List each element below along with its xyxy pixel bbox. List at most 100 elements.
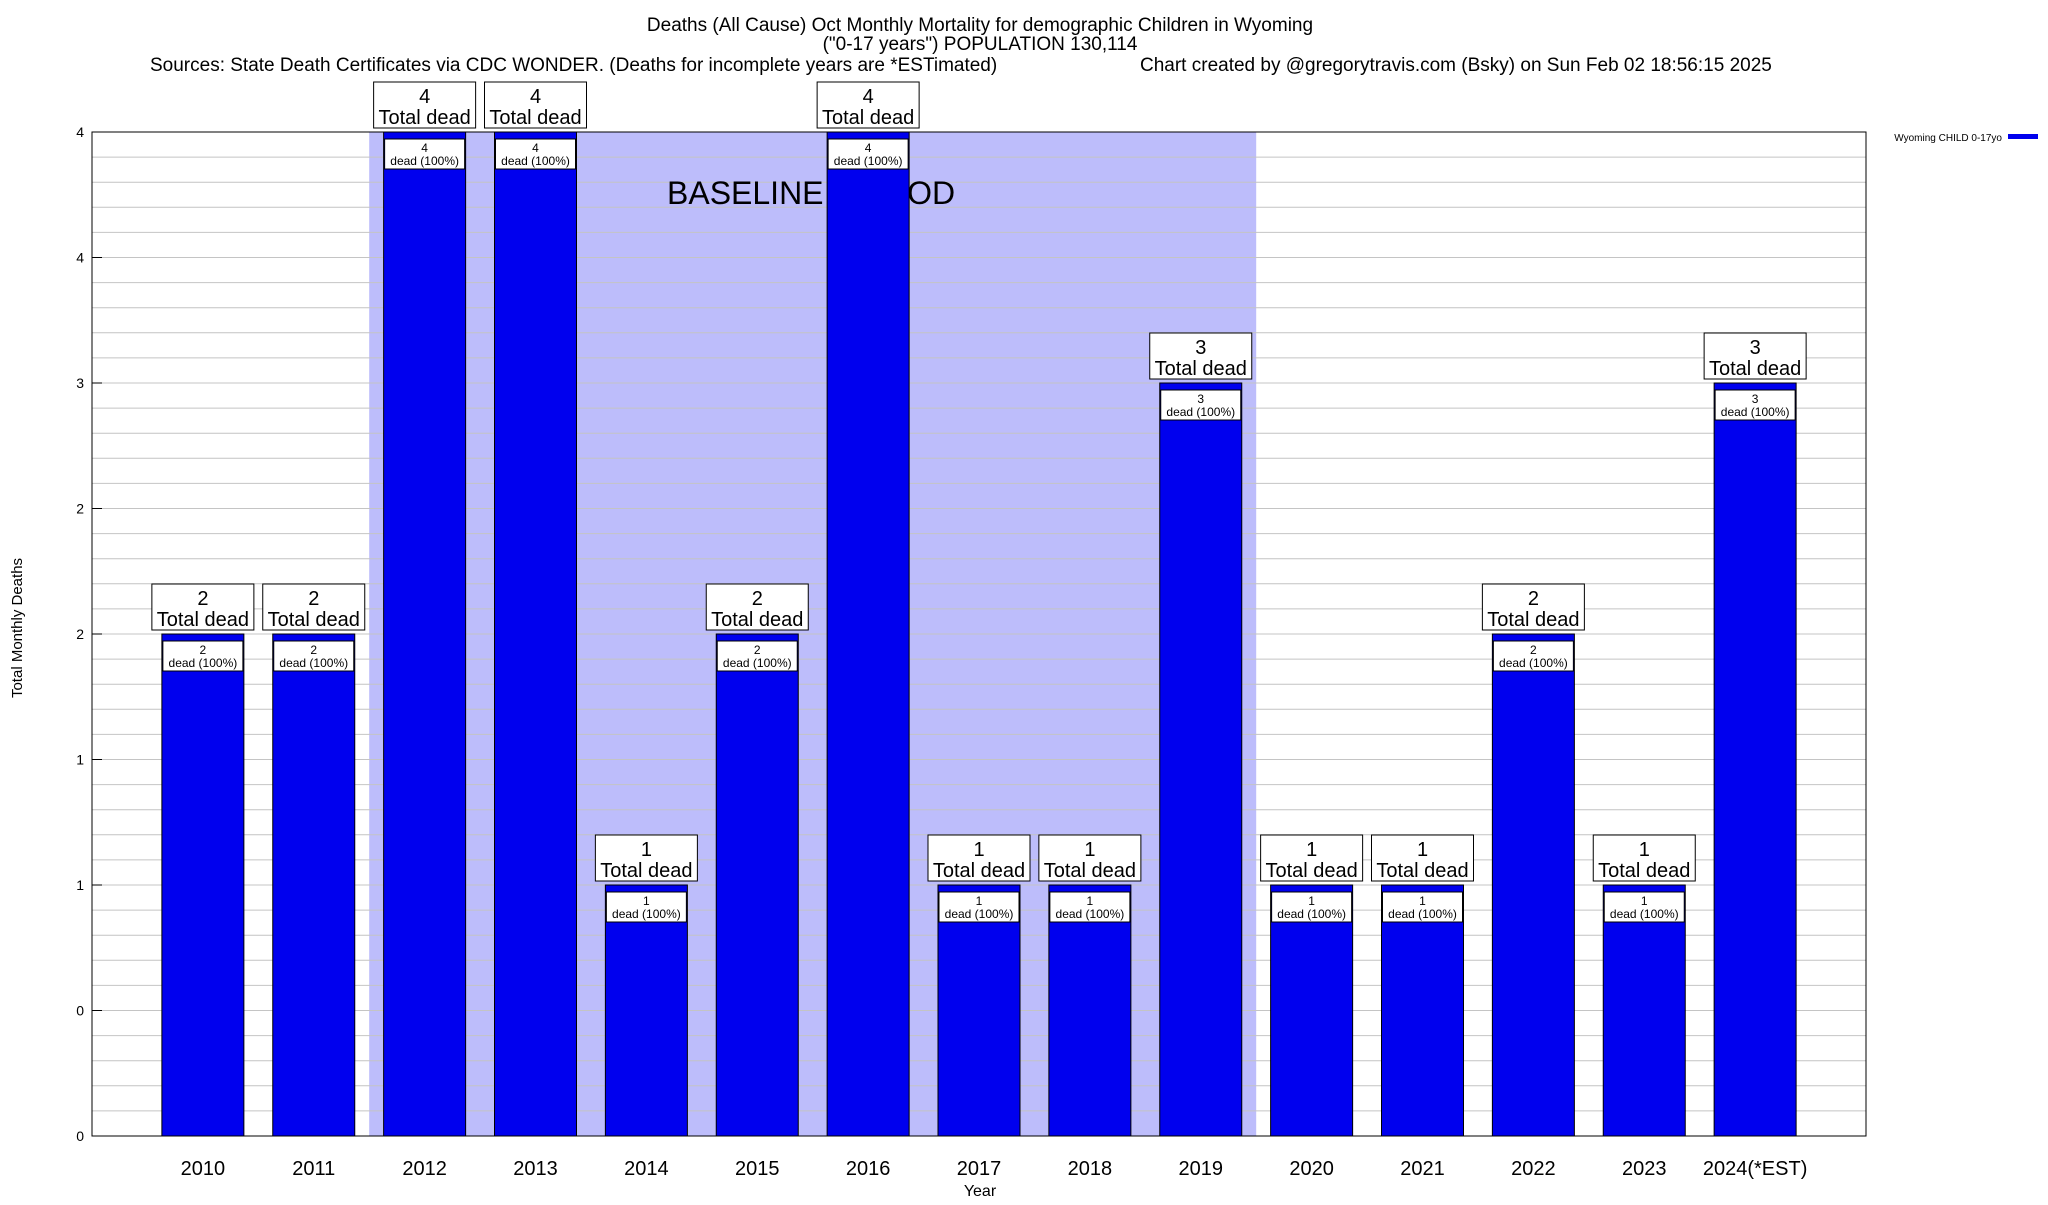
- bar-top-value: 2: [752, 588, 763, 610]
- bar: [1603, 885, 1685, 1136]
- bar: [605, 885, 687, 1136]
- bar-inner-percent: dead (100%): [1721, 405, 1790, 419]
- x-tick-label: 2014: [624, 1158, 669, 1180]
- bar-inner-value: 3: [1752, 392, 1759, 406]
- x-tick-label: 2019: [1179, 1158, 1224, 1180]
- mortality-chart: Deaths (All Cause) Oct Monthly Mortality…: [0, 0, 2048, 1200]
- bar-top-total-label: Total dead: [711, 609, 803, 631]
- bar-inner-value: 2: [310, 643, 317, 657]
- bar: [938, 885, 1020, 1136]
- bar-top-value: 4: [419, 86, 430, 108]
- x-tick-label: 2015: [735, 1158, 780, 1180]
- y-tick-label: 4: [76, 250, 84, 266]
- bar-inner-value: 2: [200, 643, 207, 657]
- bar-inner-percent: dead (100%): [1610, 907, 1679, 921]
- bar-inner-value: 4: [421, 141, 428, 155]
- bar-inner-value: 1: [1641, 894, 1648, 908]
- chart-subtitle: ("0-17 years") POPULATION 130,114: [823, 34, 1138, 55]
- bar-inner-percent: dead (100%): [279, 656, 348, 670]
- bar-top-total-label: Total dead: [1709, 358, 1801, 380]
- y-tick-label: 2: [76, 501, 84, 517]
- y-tick-label: 0: [76, 1003, 84, 1019]
- x-tick-label: 2023: [1622, 1158, 1667, 1180]
- bar-inner-percent: dead (100%): [1277, 907, 1346, 921]
- y-tick-label: 2: [76, 626, 84, 642]
- bar: [273, 634, 355, 1136]
- bar-top-value: 3: [1195, 337, 1206, 359]
- bar-top-total-label: Total dead: [1598, 860, 1690, 882]
- bar: [827, 132, 909, 1136]
- bar-inner-percent: dead (100%): [945, 907, 1014, 921]
- bar-top-total-label: Total dead: [157, 609, 249, 631]
- x-tick-label: 2017: [957, 1158, 1002, 1180]
- bar-inner-value: 1: [643, 894, 650, 908]
- bar-inner-value: 3: [1197, 392, 1204, 406]
- bar: [495, 132, 577, 1136]
- x-axis-label: Year: [964, 1183, 997, 1200]
- bar: [1049, 885, 1131, 1136]
- legend-swatch: [2008, 134, 2038, 139]
- bar-inner-percent: dead (100%): [723, 656, 792, 670]
- y-tick-label: 3: [76, 375, 84, 391]
- bar-inner-percent: dead (100%): [1056, 907, 1125, 921]
- x-tick-label: 2016: [846, 1158, 891, 1180]
- bar: [162, 634, 244, 1136]
- bar-top-total-label: Total dead: [489, 107, 581, 129]
- y-tick-label: 0: [76, 1128, 84, 1144]
- bar-inner-percent: dead (100%): [501, 154, 570, 168]
- bar-top-value: 2: [197, 588, 208, 610]
- x-tick-label: 2020: [1289, 1158, 1334, 1180]
- y-axis-label: Total Monthly Deaths: [9, 558, 26, 698]
- x-tick-label: 2024(*EST): [1703, 1158, 1808, 1180]
- bar-inner-percent: dead (100%): [390, 154, 459, 168]
- bar-top-value: 3: [1750, 337, 1761, 359]
- bar-top-value: 1: [973, 839, 984, 861]
- chart-title: Deaths (All Cause) Oct Monthly Mortality…: [647, 15, 1313, 36]
- bar-inner-percent: dead (100%): [834, 154, 903, 168]
- legend-label: Wyoming CHILD 0-17yo: [1894, 133, 2002, 144]
- bar-top-value: 1: [641, 839, 652, 861]
- x-tick-label: 2011: [292, 1158, 335, 1180]
- x-tick-label: 2010: [181, 1158, 226, 1180]
- bar-top-total-label: Total dead: [822, 107, 914, 129]
- bar-top-total-label: Total dead: [600, 860, 692, 882]
- bar-inner-value: 2: [1530, 643, 1537, 657]
- y-tick-label: 4: [76, 124, 84, 140]
- bar: [1492, 634, 1574, 1136]
- bar-inner-value: 1: [1419, 894, 1426, 908]
- bar-top-value: 4: [530, 86, 541, 108]
- x-tick-label: 2012: [402, 1158, 447, 1180]
- bar-inner-percent: dead (100%): [169, 656, 238, 670]
- bar-top-total-label: Total dead: [933, 860, 1025, 882]
- bar: [1271, 885, 1353, 1136]
- bar: [1382, 885, 1464, 1136]
- chart-credit: Chart created by @gregorytravis.com (Bsk…: [1140, 55, 1772, 76]
- chart-sources: Sources: State Death Certificates via CD…: [150, 55, 997, 76]
- bar: [1714, 383, 1796, 1136]
- bar-top-total-label: Total dead: [1155, 358, 1247, 380]
- y-tick-label: 1: [76, 877, 84, 893]
- bar-top-total-label: Total dead: [1376, 860, 1468, 882]
- bar-inner-percent: dead (100%): [1499, 656, 1568, 670]
- bar-top-total-label: Total dead: [268, 609, 360, 631]
- bar-inner-percent: dead (100%): [1388, 907, 1457, 921]
- bar-top-value: 1: [1417, 839, 1428, 861]
- x-tick-label: 2021: [1400, 1158, 1445, 1180]
- bar-top-value: 1: [1084, 839, 1095, 861]
- bar-inner-value: 4: [865, 141, 872, 155]
- bar-inner-percent: dead (100%): [612, 907, 681, 921]
- x-tick-label: 2018: [1068, 1158, 1113, 1180]
- x-tick-label: 2022: [1511, 1158, 1556, 1180]
- bar-top-total-label: Total dead: [1265, 860, 1357, 882]
- bar-top-total-label: Total dead: [378, 107, 470, 129]
- bar-top-value: 1: [1639, 839, 1650, 861]
- bar: [716, 634, 798, 1136]
- bar: [384, 132, 466, 1136]
- y-tick-label: 1: [76, 752, 84, 768]
- bar-inner-value: 4: [532, 141, 539, 155]
- bar-inner-value: 1: [1087, 894, 1094, 908]
- bar-top-value: 4: [863, 86, 874, 108]
- bar-top-total-label: Total dead: [1487, 609, 1579, 631]
- bar-inner-value: 1: [1308, 894, 1315, 908]
- bar-top-value: 2: [1528, 588, 1539, 610]
